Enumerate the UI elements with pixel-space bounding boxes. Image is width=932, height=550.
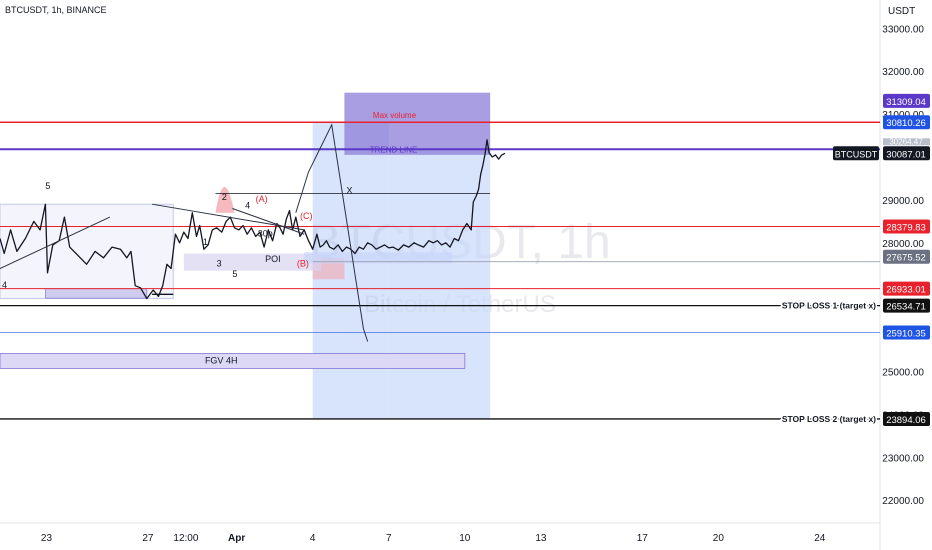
price-level-badge (883, 93, 930, 108)
last-price-clipped-badge (883, 138, 930, 146)
price-level-badge (883, 219, 930, 234)
price-tick-label: 23000.00 (882, 453, 924, 464)
price-tick-label: 33000.00 (882, 24, 924, 35)
current-price-badge (883, 146, 930, 161)
wave-label: 1 (203, 237, 208, 247)
price-level-badge-text: 30810.26 (886, 118, 926, 129)
wave-label: 30p (258, 228, 273, 238)
price-tick-label: 22000.00 (882, 496, 924, 507)
levels-layer: STOP LOSS 1 (target x) STOP LOSS 2 (targe… (0, 111, 880, 425)
last-price-clipped-text: 30264.47 (889, 137, 923, 146)
time-tick-label: 10 (459, 533, 471, 544)
symbol-badge-text: BTCUSDT (835, 149, 878, 159)
current-price-text: 30087.01 (886, 149, 926, 160)
price-level-badge (883, 115, 930, 130)
poi-label: POI (265, 254, 281, 264)
blue-projection-zone-right (388, 148, 491, 419)
wave-label: (C) (300, 211, 313, 221)
price-tick-label: 32000.00 (882, 67, 924, 78)
wave-label: (B) (297, 258, 309, 268)
price-level-badge (883, 298, 930, 313)
wave-label: 5 (45, 181, 50, 191)
stop-loss-annotation: STOP LOSS 1 (target x) (782, 301, 876, 311)
price-level-badge-text: 26534.71 (886, 302, 926, 313)
axis-unit-label: USDT (888, 6, 915, 17)
price-level-badge-text: 25910.35 (886, 328, 926, 339)
time-tick-label: 12:00 (173, 533, 198, 544)
wave-label: 4 (2, 280, 7, 290)
price-tick-label: 29000.00 (882, 196, 924, 207)
wave-channel-line-2 (232, 208, 305, 235)
time-tick-label: Apr (228, 533, 245, 544)
max-volume-label: Max volume (373, 111, 417, 120)
price-tick-label: 25000.00 (882, 368, 924, 379)
price-tick-label: 28000.00 (882, 239, 924, 250)
time-tick-label: 7 (386, 533, 392, 544)
time-tick-label: 13 (535, 533, 547, 544)
wave-label: X (347, 185, 353, 195)
poi-zone (183, 253, 322, 271)
wave-label: 4 (245, 200, 250, 210)
wave-label: 3 (217, 258, 222, 268)
time-tick-label: 4 (310, 533, 316, 544)
price-level-badge-text: 28379.83 (886, 223, 926, 234)
range-box (0, 203, 174, 299)
purple-target-zone (344, 92, 491, 155)
time-tick-label: 23 (41, 533, 53, 544)
time-tick-label: 17 (637, 533, 649, 544)
zones-layer: FGV 4H (0, 92, 491, 419)
projection-path (295, 123, 369, 342)
wave-label: (A) (256, 194, 268, 204)
price-level-badge-text: 26933.01 (886, 285, 926, 296)
price-level-badge-text: 23894.06 (886, 415, 926, 426)
order-block-zone (45, 288, 148, 299)
fgv-zone-box (0, 353, 466, 369)
price-level-badge (883, 281, 930, 296)
price-level-badge (883, 411, 930, 426)
price-level-badge (883, 249, 930, 264)
symbol-title[interactable]: BTCUSDT, 1h, BINANCE (5, 5, 107, 15)
wave-label: 5 (232, 269, 237, 279)
price-level-badge-text: 31309.04 (886, 97, 926, 108)
time-tick-label: 27 (142, 533, 154, 544)
symbol-badge (833, 146, 879, 161)
trend-line-label: TREND LINE (370, 145, 418, 154)
wave-leg-line (0, 216, 111, 269)
price-series-layer (0, 139, 506, 300)
price-axis[interactable]: 22000.0023000.0024000.0025000.0026000.00… (833, 24, 930, 507)
price-line (0, 139, 506, 300)
fvg-small-zone (304, 252, 453, 264)
time-tick-label: 24 (814, 533, 826, 544)
chart-background-layer (0, 0, 881, 550)
time-tick-label: 20 (713, 533, 725, 544)
fgv-zone-label: FGV 4H (205, 355, 238, 365)
time-axis[interactable]: 23 27 12:00 Apr 4 7 10 13 17 20 24 (41, 533, 826, 544)
wave-label: 2 (222, 192, 227, 202)
price-level-badge (883, 325, 930, 340)
price-level-badge-text: 27675.52 (886, 253, 926, 264)
stop-loss-annotation: STOP LOSS 2 (target x) (782, 414, 876, 424)
